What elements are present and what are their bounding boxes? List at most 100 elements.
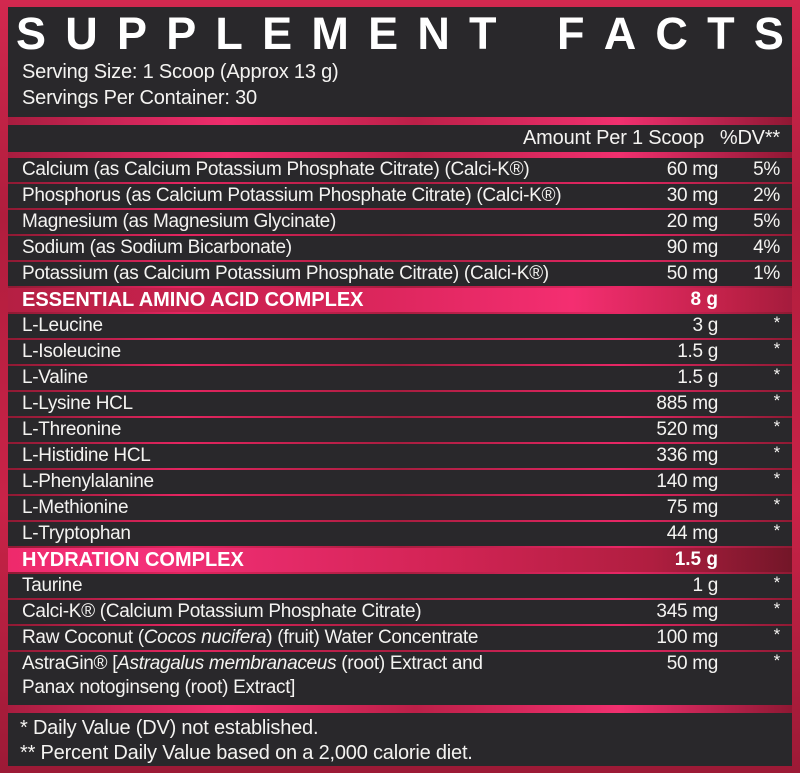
divider-band [8,117,792,125]
row-separator [8,468,792,470]
table-row: Phosphorus (as Calcium Potassium Phospha… [8,184,792,208]
table-row: Potassium (as Calcium Potassium Phosphat… [8,262,792,286]
amount-value: 3 g [692,315,718,336]
amount-value: 75 mg [666,497,719,518]
amount-value: 1.5 g [677,367,718,388]
column-header-row: Amount Per 1 Scoop %DV** [8,125,792,152]
dv-value: 1% [753,263,780,284]
section-row: ESSENTIAL AMINO ACID COMPLEX 8 g [8,288,792,312]
amount-value: 1 g [692,575,718,596]
nutrient-name: Taurine [22,575,83,596]
dv-value: * [718,599,781,624]
section-row: HYDRATION COMPLEX 1.5 g [8,548,792,572]
row-separator [8,364,792,366]
table-row: AstraGin® [Astragalus membranaceus (root… [8,651,792,700]
not-established-asterisk: * [773,365,781,384]
amount-value: 30 mg [666,185,719,206]
table-row: L-Phenylalanine 140 mg * [8,469,792,494]
amount-value: 1.5 g [677,341,718,362]
row-separator [8,286,792,288]
table-row: L-Valine 1.5 g * [8,365,792,390]
table-row: Magnesium (as Magnesium Glycinate) 20 mg 5… [8,210,792,234]
table-row: L-Tryptophan 44 mg * [8,521,792,546]
amount-value: 8 g [690,289,718,310]
row-separator [8,546,792,548]
table-row: Calcium (as Calcium Potassium Phosphate … [8,158,792,182]
table-row: Calci-K® (Calcium Potassium Phosphate Ci… [8,599,792,624]
table-row: L-Histidine HCL 336 mg * [8,443,792,468]
dv-value: * [718,365,781,390]
facts-table: Calcium (as Calcium Potassium Phosphate … [8,158,792,705]
divider-band [8,152,792,158]
nutrient-name: HYDRATION COMPLEX [22,549,244,571]
row-separator [8,650,792,652]
amount-value: 1.5 g [674,549,718,570]
amount-value: 336 mg [656,445,718,466]
nutrient-name: L-Methionine [22,497,129,518]
amount-value: 100 mg [656,627,718,648]
amount-value: 50 mg [666,263,719,284]
row-separator [8,390,792,392]
table-row: L-Methionine 75 mg * [8,495,792,520]
nutrient-name: Raw Coconut (Cocos nucifera) (fruit) Wat… [22,627,479,648]
not-established-asterisk: * [773,573,781,592]
table-row: Raw Coconut (Cocos nucifera) (fruit) Wat… [8,625,792,650]
footnote: ** Percent Daily Value based on a 2,000 … [20,742,473,764]
table-row: L-Lysine HCL 885 mg * [8,391,792,416]
serving-size-text: Serving Size: 1 Scoop (Approx 13 g) [22,61,339,83]
table-row: L-Isoleucine 1.5 g * [8,339,792,364]
row-separator [8,598,792,600]
nutrient-name: ESSENTIAL AMINO ACID COMPLEX [22,289,364,311]
nutrient-name: Calcium (as Calcium Potassium Phosphate … [22,159,530,180]
dv-value: * [718,391,781,416]
row-separator [8,416,792,418]
amount-value: 50 mg [666,653,719,674]
nutrient-name: Sodium (as Sodium Bicarbonate) [22,237,292,258]
dv-value: 2% [753,185,780,206]
dv-value: 5% [753,211,780,232]
row-separator [8,572,792,574]
row-separator [8,442,792,444]
footnote: * Daily Value (DV) not established. [20,717,319,739]
row-separator [8,494,792,496]
not-established-asterisk: * [773,651,781,670]
dv-column-header: %DV** [719,127,780,149]
dv-value: 5% [753,159,780,180]
not-established-asterisk: * [773,391,781,410]
not-established-asterisk: * [773,521,781,540]
dv-value: * [718,313,781,338]
nutrient-name: L-Threonine [22,419,122,440]
amount-column-header: Amount Per 1 Scoop [523,127,704,149]
row-separator [8,260,792,262]
dv-value: 4% [753,237,780,258]
row-separator [8,182,792,184]
table-row: L-Leucine 3 g * [8,313,792,338]
dv-value: * [718,521,781,546]
dv-value: * [718,651,781,676]
dv-value: * [718,625,781,650]
nutrient-name: L-Leucine [22,315,103,336]
row-separator [8,338,792,340]
row-separator [8,624,792,626]
not-established-asterisk: * [773,313,781,332]
amount-value: 44 mg [666,523,719,544]
nutrient-name: L-Lysine HCL [22,393,133,414]
nutrient-name: L-Histidine HCL [22,445,151,466]
dv-value: * [718,339,781,364]
nutrient-name: AstraGin® [Astragalus membranaceus (root… [22,653,483,674]
amount-value: 140 mg [656,471,718,492]
not-established-asterisk: * [773,469,781,488]
row-separator [8,520,792,522]
nutrient-name: L-Isoleucine [22,341,121,362]
amount-value: 90 mg [666,237,719,258]
nutrient-name: Magnesium (as Magnesium Glycinate) [22,211,336,232]
dv-value: * [718,469,781,494]
servings-per-container-text: Servings Per Container: 30 [22,87,257,109]
dv-value: * [718,417,781,442]
footnotes-block: * Daily Value (DV) not established. ** P… [8,713,792,766]
table-row: Sodium (as Sodium Bicarbonate) 90 mg 4% [8,236,792,260]
